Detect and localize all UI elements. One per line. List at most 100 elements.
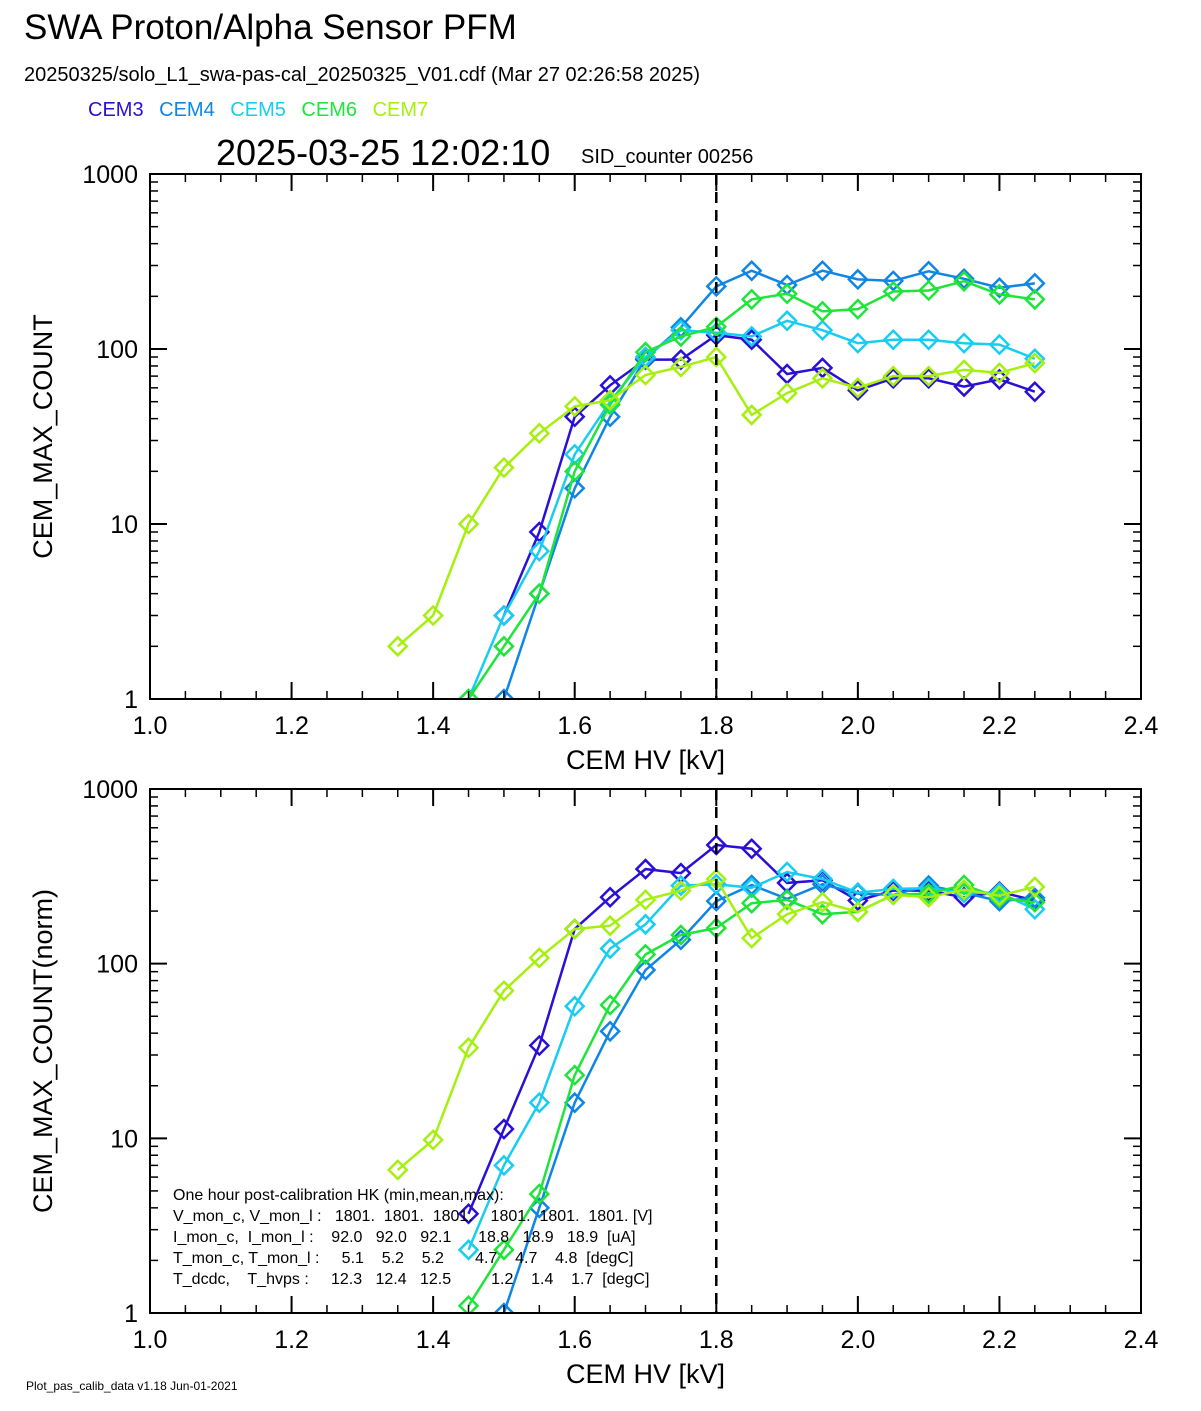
data-point (563, 405, 586, 428)
data-point (599, 1020, 621, 1043)
data-point (847, 268, 869, 291)
data-point (953, 375, 975, 398)
data-point (811, 868, 834, 890)
data-point (740, 876, 763, 899)
legend-item-cem5: CEM5 (230, 99, 286, 121)
data-point (882, 328, 905, 351)
y-tick-label: 1 (124, 686, 138, 714)
data-point (1024, 352, 1046, 374)
data-point (705, 275, 728, 298)
data-point (457, 1202, 480, 1225)
data-point (493, 1154, 515, 1177)
data-point (1024, 876, 1046, 898)
file-subtitle: 20250325/solo_L1_swa-pas-cal_20250325_V0… (24, 64, 701, 86)
data-point (882, 280, 905, 303)
data-point (988, 884, 1011, 907)
data-point (563, 1064, 586, 1086)
y-tick-label: 100 (96, 336, 138, 364)
y-tick-label: 1 (124, 1300, 138, 1328)
data-point (422, 1129, 444, 1151)
chart-top: 1.0 1.2 1.4 1.6 1.8 2.0 2.2 2.4 1 10 100 1000 CEM HV… (28, 161, 1158, 775)
data-point (811, 357, 834, 379)
data-point (634, 913, 657, 936)
data-point (776, 382, 798, 404)
data-point (847, 298, 869, 320)
series-line-cem6 (467, 279, 1035, 699)
data-point (740, 837, 763, 860)
x-tick-label: 2.0 (840, 712, 875, 740)
data-point (563, 395, 586, 418)
page-title: SWA Proton/Alpha Sensor PFM (24, 8, 517, 47)
data-point (740, 325, 763, 348)
data-point (563, 460, 586, 483)
data-point (847, 332, 869, 354)
data-point (457, 1036, 480, 1059)
series-line-cem3 (467, 843, 1036, 1215)
data-point (599, 937, 621, 960)
data-point (493, 456, 515, 479)
hk-row: I_mon_c, I_mon_l : 92.0 92.0 92.1 18.8 1… (173, 1229, 636, 1246)
data-point (1024, 891, 1046, 913)
data-point (599, 994, 621, 1016)
data-point (917, 882, 940, 905)
data-point (563, 995, 586, 1018)
data-point (953, 359, 975, 381)
x-axis-label: CEM HV [kV] (566, 1359, 725, 1389)
data-point (740, 892, 763, 914)
hk-row: T_dcdc, T_hvps : 12.3 12.4 12.5 1.2 1.4 … (173, 1271, 649, 1288)
data-point (599, 389, 621, 411)
data-point (563, 477, 586, 500)
data-point (811, 259, 834, 282)
data-point (670, 356, 692, 378)
hk-row: V_mon_c, V_mon_l : 1801. 1801. 1801. 180… (173, 1208, 652, 1225)
x-tick-label: 1.6 (557, 1326, 592, 1354)
hk-row: T_mon_c, T_mon_l : 5.1 5.2 5.2 4.7 4.7 4… (173, 1250, 633, 1267)
data-point (457, 1295, 480, 1313)
y-tick-label: 100 (96, 951, 138, 979)
data-point (988, 276, 1011, 299)
x-tick-label: 2.4 (1124, 712, 1159, 740)
hk-table: One hour post-calibration HK (min,mean,m… (173, 1187, 652, 1288)
chart-bottom: 1.0 1.2 1.4 1.6 1.8 2.0 2.2 2.4 1 10 100 1000 CEM HV… (28, 776, 1158, 1389)
data-point (528, 582, 551, 605)
legend-item-cem6: CEM6 (301, 99, 357, 121)
data-point (776, 282, 798, 305)
y-tick-label: 1000 (82, 161, 138, 189)
plot-frame (149, 173, 1142, 700)
data-point (634, 943, 657, 966)
data-point (457, 688, 480, 699)
data-point (634, 959, 657, 981)
data-point (493, 604, 515, 627)
x-tick-label: 1.0 (133, 1326, 168, 1354)
x-tick-label: 1.0 (133, 712, 168, 740)
data-point (528, 1091, 551, 1114)
data-point (882, 365, 905, 387)
data-point (811, 319, 834, 342)
series-line-cem3 (502, 333, 1036, 616)
data-point (811, 300, 834, 323)
data-point (776, 861, 798, 883)
x-tick-label: 2.0 (840, 1326, 875, 1354)
data-point (705, 890, 728, 912)
y-tick-label: 10 (110, 511, 138, 539)
y-axis-label: CEM_MAX_COUNT (28, 314, 58, 559)
data-point (493, 1302, 515, 1313)
series-cem6 (457, 874, 1046, 1313)
data-point (528, 422, 551, 445)
x-tick-label: 2.2 (982, 712, 1017, 740)
data-point (882, 884, 905, 906)
legend-item-cem3: CEM3 (88, 99, 144, 121)
series-line-cem4 (502, 882, 1035, 1313)
series-line-cem5 (467, 319, 1036, 699)
series-cem5 (457, 861, 1046, 1261)
data-point (670, 879, 692, 902)
data-point (634, 889, 657, 911)
data-point (493, 1239, 515, 1261)
data-point (670, 325, 692, 348)
y-tick-label: 1000 (82, 776, 138, 804)
x-tick-label: 1.2 (274, 1326, 309, 1354)
data-point (457, 513, 480, 535)
data-point (917, 328, 940, 351)
x-tick-label: 1.4 (416, 712, 451, 740)
data-point (882, 878, 905, 900)
